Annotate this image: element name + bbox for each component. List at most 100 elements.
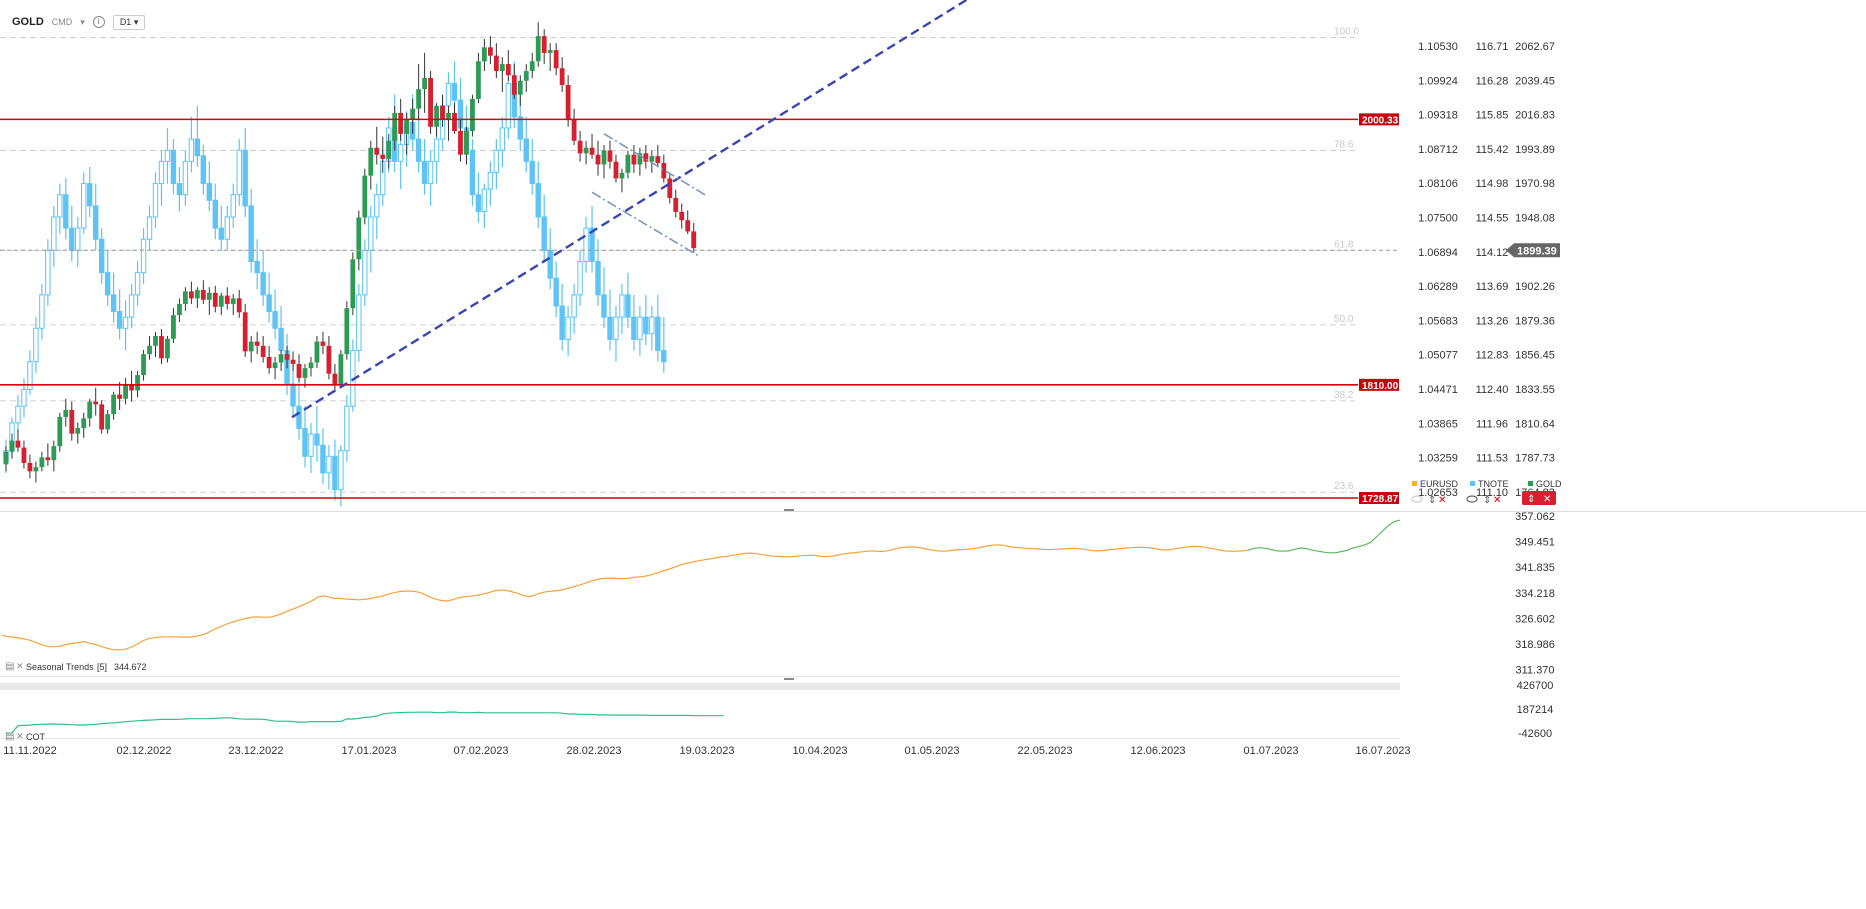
eurusd-candle: [176, 183, 183, 196]
eurusd-axis-tick: 1.08106: [1418, 178, 1458, 190]
eye-icon[interactable]: [1411, 495, 1423, 503]
eurusd-axis-tick: 1.09924: [1418, 75, 1458, 87]
channel-upper-line[interactable]: [603, 133, 707, 196]
cot-label: COT: [26, 732, 46, 742]
panel-menu-icon: ▤: [5, 661, 14, 672]
trend-line[interactable]: [291, 0, 1400, 419]
tnote-axis-tick: 114.12: [1476, 247, 1509, 259]
gold-candle: [547, 50, 553, 53]
date-axis-tick: 28.02.2023: [566, 745, 621, 757]
gold-candle: [667, 178, 673, 198]
fibonacci-label: 23.6: [1334, 481, 1354, 492]
level-tag-label: 2000.33: [1362, 115, 1399, 126]
eurusd-candle: [188, 138, 195, 162]
date-axis-tick: 11.11.2022: [3, 745, 56, 757]
gold-candle: [404, 119, 410, 134]
gold-candle: [308, 362, 314, 369]
eurusd-candle: [541, 216, 547, 251]
gold-candle: [332, 373, 338, 385]
gold-candle: [75, 428, 81, 434]
gold-candle: [51, 446, 57, 461]
panel-close-icon: ✕: [16, 731, 24, 741]
seasonal-axis-tick: 357.062: [1515, 511, 1555, 523]
symbol-label[interactable]: GOLD: [12, 16, 44, 28]
eurusd-candle: [613, 316, 619, 340]
cot-axis-tick: 426700: [1517, 680, 1554, 692]
eurusd-candle: [33, 327, 39, 363]
gold-axis-tick: 1856.45: [1515, 350, 1555, 362]
gold-candle: [147, 345, 152, 355]
tnote-axis-tick: 116.28: [1476, 75, 1509, 87]
gold-candle: [637, 153, 643, 165]
legend-swatch: [1470, 481, 1475, 486]
eurusd-candle: [607, 316, 613, 340]
eye-icon[interactable]: [1466, 495, 1478, 503]
date-axis-tick: 16.07.2023: [1355, 745, 1410, 757]
eurusd-axis-tick: 1.04471: [1418, 384, 1458, 396]
eurusd-candle: [338, 450, 344, 491]
chevron-down-icon[interactable]: ▾: [80, 16, 85, 27]
gold-candle: [362, 175, 368, 218]
gold-candle: [236, 298, 242, 313]
gold-candle: [470, 98, 475, 132]
eurusd-candle: [565, 316, 571, 340]
gold-candle: [87, 401, 93, 419]
eurusd-candle: [445, 82, 452, 107]
eurusd-candle: [140, 238, 147, 274]
gold-candle: [177, 303, 182, 316]
eurusd-candle: [200, 155, 207, 185]
gold-candle: [27, 462, 33, 472]
resize-handle[interactable]: [784, 509, 794, 511]
date-axis-tick: 22.05.2023: [1017, 745, 1072, 757]
gold-candle: [254, 341, 260, 346]
gold-candle: [446, 112, 451, 120]
gold-candle: [356, 217, 362, 260]
tnote-axis-tick: 115.85: [1476, 110, 1509, 122]
gold-candle: [33, 467, 39, 472]
eurusd-candle: [81, 183, 87, 229]
eurusd-candle: [487, 171, 494, 190]
gold-axis-tick: 1833.55: [1515, 384, 1555, 396]
gold-candle: [679, 211, 685, 221]
resize-handle[interactable]: [784, 678, 794, 680]
eurusd-candle: [421, 160, 428, 185]
eurusd-candle: [547, 249, 553, 279]
gold-candle: [224, 295, 230, 304]
seasonal-axis-tick: 334.218: [1515, 588, 1555, 600]
tnote-axis-tick: 114.98: [1476, 178, 1509, 190]
eurusd-candle: [128, 294, 135, 318]
gold-candle: [117, 394, 123, 399]
eurusd-candle: [87, 183, 93, 207]
eurusd-candle: [45, 249, 51, 296]
gold-candle: [691, 231, 697, 249]
channel-lower-line[interactable]: [591, 191, 701, 258]
gold-candle: [212, 292, 218, 307]
eurusd-candle: [218, 227, 224, 240]
gold-candle: [487, 47, 493, 56]
eurusd-candle: [170, 149, 177, 185]
gold-candle: [517, 80, 523, 95]
gold-candle: [428, 78, 433, 127]
gold-candle: [314, 341, 320, 363]
eurusd-candle: [296, 405, 302, 429]
info-icon[interactable]: i: [92, 16, 105, 28]
gold-axis-tick: 1902.26: [1515, 281, 1555, 293]
eurusd-candle: [164, 149, 171, 162]
eurusd-candle: [158, 160, 165, 185]
eurusd-candle: [469, 149, 476, 196]
eurusd-candle: [69, 227, 75, 251]
gold-axis-tick: 2016.83: [1515, 110, 1555, 122]
eurusd-candle: [320, 444, 326, 474]
eurusd-candle: [595, 261, 601, 296]
gold-candle: [386, 140, 392, 159]
eurusd-axis-tick: 1.05683: [1418, 315, 1458, 327]
gold-candle: [458, 131, 463, 155]
tnote-axis-tick: 115.42: [1476, 144, 1509, 156]
fibonacci-label: 38.2: [1334, 390, 1354, 401]
timeframe-select[interactable]: D1 ▾: [112, 14, 146, 30]
gold-candle: [589, 147, 595, 155]
gold-controls[interactable]: [1522, 491, 1556, 505]
eurusd-candle: [637, 316, 643, 340]
